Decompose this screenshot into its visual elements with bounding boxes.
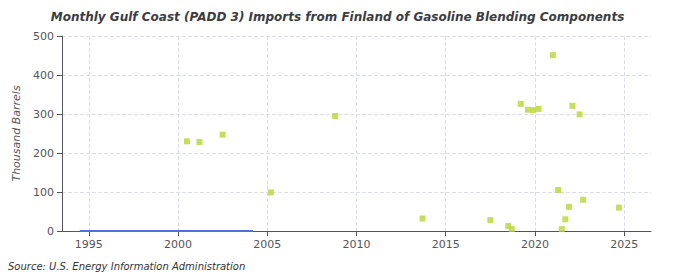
svg-text:Source: U.S. Energy Informatio: Source: U.S. Energy Information Administ… [8,261,245,272]
svg-text:Monthly Gulf Coast (PADD 3) Im: Monthly Gulf Coast (PADD 3) Imports from… [51,10,625,24]
svg-text:Thousand Barrels: Thousand Barrels [10,85,23,181]
svg-text:400: 400 [33,69,54,82]
svg-text:2015: 2015 [432,238,460,251]
svg-text:2000: 2000 [164,238,192,251]
svg-text:0: 0 [47,225,54,238]
svg-text:300: 300 [33,108,54,121]
svg-text:2020: 2020 [521,238,549,251]
svg-text:2005: 2005 [253,238,281,251]
svg-text:2010: 2010 [343,238,371,251]
svg-text:200: 200 [33,147,54,160]
svg-text:2025: 2025 [610,238,638,251]
svg-text:100: 100 [33,186,54,199]
svg-text:1995: 1995 [75,238,103,251]
svg-text:500: 500 [33,30,54,43]
